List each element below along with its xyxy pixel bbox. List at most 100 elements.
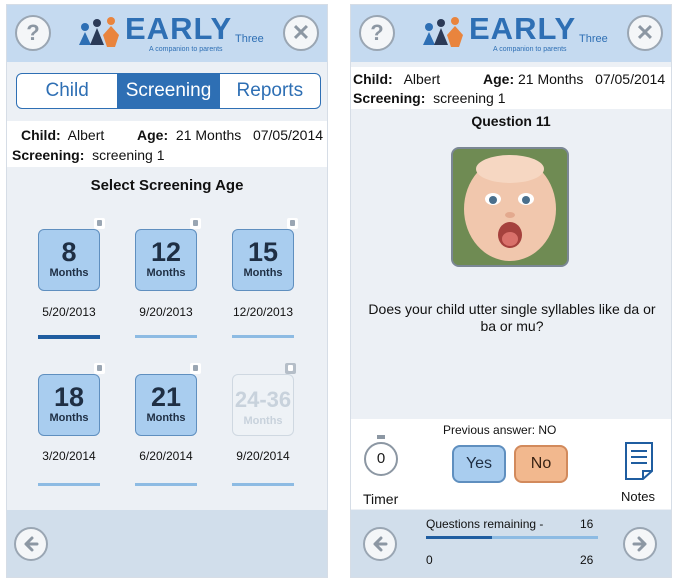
info-date: 07/05/2014 [252,127,324,143]
child-label: Child: [21,127,61,143]
questions-progress-bar [426,536,598,539]
child-info-panel: Child: Albert Age: 21 Months 07/05/2014 … [7,121,327,167]
notes-button[interactable] [623,441,655,481]
children-logo-icon [79,17,119,47]
arrow-right-icon [632,536,647,552]
questions-remaining-count: 16 [580,517,594,531]
age-label: Age: [137,127,169,143]
previous-question-button[interactable] [363,527,397,561]
age-progress-bar-8 [38,335,100,339]
logo-wordmark: EARLY [125,11,233,46]
child-info-panel: Child: Albert Age: 21 Months 07/05/2014 … [351,67,671,109]
screening-age-screen: ? EARLY Three A companion to parents ✕ C… [6,4,328,578]
age-tile-24-36: 24-36 Months [232,374,294,436]
age-progress-bar-15 [232,335,294,338]
lock-icon [287,218,298,229]
age-tile-number: 18 [53,382,85,412]
back-button[interactable] [14,527,48,561]
age-tile-number: 24-36 [234,387,292,412]
progress-min: 0 [426,553,433,567]
tab-child[interactable]: Child [17,74,119,108]
age-progress-bar-18 [38,483,100,486]
logo-tagline: A companion to parents [493,46,567,53]
screening-name: screening 1 [433,90,506,106]
age-tile-15[interactable]: 15 Months [232,229,294,291]
close-button[interactable]: ✕ [283,15,319,51]
question-screen: ? EARLY Three A companion to parents ✕ C… [350,4,672,578]
age-progress-bar-24-36 [232,483,294,486]
arrow-left-icon [373,536,388,552]
logo-suffix: Three [235,33,264,45]
age-tile-18[interactable]: 18 Months [38,374,100,436]
child-age: 21 Months [518,71,584,87]
previous-answer: Previous answer: NO [443,423,557,437]
early-three-logo: EARLY Three A companion to parents [75,11,264,57]
stopwatch-icon [364,435,398,476]
age-tile-unit: Months [146,267,186,279]
logo-wordmark: EARLY [469,11,577,46]
age-tile-8[interactable]: 8 Months [38,229,100,291]
early-three-logo: EARLY Three A companion to parents [419,11,608,57]
header-bar: ? EARLY Three A companion to parents ✕ [351,5,671,62]
logo-tagline: A companion to parents [149,46,223,53]
notes-label: Notes [621,489,655,504]
questions-progress-fill [426,536,493,539]
section-title: Select Screening Age [90,177,244,194]
lock-icon [94,218,105,229]
lock-icon [94,363,105,374]
lock-icon [190,218,201,229]
notes-icon [625,442,653,480]
screening-label: Screening: [353,90,426,106]
age-tile-number: 21 [150,382,182,412]
age-tile-number: 15 [247,237,279,267]
age-date-18: 3/20/2014 [42,449,96,463]
timer-button[interactable]: 0 [363,433,399,481]
age-tile-12[interactable]: 12 Months [135,229,197,291]
tab-reports[interactable]: Reports [236,80,304,101]
answer-panel: Previous answer: NO 0 Timer Yes No Notes [351,419,671,509]
age-tile-number: 8 [61,237,77,267]
age-date-12: 9/20/2013 [139,305,193,319]
age-tile-unit: Months [49,412,89,424]
header-bar: ? EARLY Three A companion to parents ✕ [7,5,327,62]
no-button[interactable]: No [514,445,568,483]
questions-remaining-label: Questions remaining - [426,517,544,531]
question-title: Question 11 [471,113,551,129]
timer-value: 0 [376,450,386,467]
child-label: Child: [353,71,393,87]
close-button[interactable]: ✕ [627,15,663,51]
tab-bar: Child Screening Reports [16,73,321,109]
children-logo-icon [423,17,463,47]
age-date-21: 6/20/2014 [139,449,193,463]
age-tile-unit: Months [146,412,186,424]
age-date-24-36: 9/20/2014 [236,449,290,463]
progress-max: 26 [580,553,594,567]
tab-screening[interactable]: Screening [118,74,220,108]
arrow-left-icon [24,536,39,552]
timer-label: Timer [363,491,399,507]
age-date-8: 5/20/2013 [42,305,96,319]
age-label: Age: [483,71,515,87]
child-name: Albert [403,71,441,87]
child-name: Albert [67,127,105,143]
age-progress-bar-21 [135,483,197,486]
baby-face-image [453,149,567,265]
next-question-button[interactable] [623,527,657,561]
age-tile-unit: Months [49,267,89,279]
logo-suffix: Three [579,33,608,45]
lock-icon [285,363,296,374]
age-tile-unit: Months [243,415,283,427]
age-tile-21[interactable]: 21 Months [135,374,197,436]
bottom-bar [7,510,327,577]
yes-button[interactable]: Yes [452,445,506,483]
age-tile-number: 12 [150,237,182,267]
help-button[interactable]: ? [359,15,395,51]
age-date-15: 12/20/2013 [232,305,294,319]
lock-icon [190,363,201,374]
question-text: Does your child utter single syllables l… [368,301,656,334]
age-tile-unit: Months [243,267,283,279]
info-date: 07/05/2014 [595,71,666,87]
bottom-bar [351,510,671,577]
age-progress-bar-12 [135,335,197,338]
help-button[interactable]: ? [15,15,51,51]
